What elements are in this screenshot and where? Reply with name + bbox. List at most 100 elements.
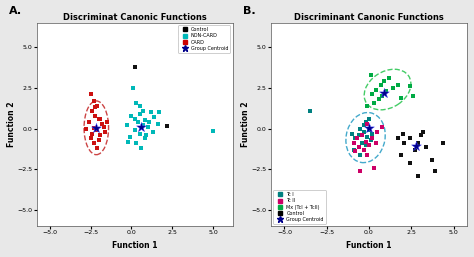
Point — [133, 100, 140, 105]
Point — [89, 131, 96, 135]
Point — [379, 94, 386, 98]
Point — [364, 104, 371, 108]
Point — [210, 129, 217, 133]
Point — [372, 141, 380, 145]
Point — [90, 126, 98, 130]
Point — [365, 128, 373, 132]
Point — [419, 130, 427, 134]
Point — [406, 136, 413, 141]
Point — [97, 117, 104, 121]
Point — [380, 91, 388, 95]
Point — [406, 84, 413, 88]
Point — [357, 153, 365, 157]
Point — [306, 109, 313, 113]
Point — [414, 141, 422, 145]
Point — [131, 65, 138, 69]
Point — [374, 130, 381, 134]
Point — [394, 136, 401, 141]
Y-axis label: Function 2: Function 2 — [241, 102, 250, 147]
Point — [131, 117, 138, 121]
X-axis label: Function 1: Function 1 — [346, 241, 392, 250]
Point — [411, 148, 419, 152]
Y-axis label: Function 2: Function 2 — [7, 102, 16, 147]
Point — [147, 110, 155, 114]
Point — [144, 125, 152, 129]
Point — [364, 122, 371, 126]
Point — [93, 128, 101, 132]
Point — [370, 166, 378, 170]
Point — [401, 141, 408, 145]
Point — [369, 92, 376, 96]
Point — [358, 141, 366, 145]
Point — [399, 131, 407, 135]
Point — [380, 79, 388, 84]
X-axis label: Function 1: Function 1 — [112, 241, 157, 250]
Point — [164, 124, 171, 128]
Point — [93, 104, 101, 108]
Point — [155, 110, 163, 114]
Point — [137, 146, 145, 150]
Point — [154, 122, 162, 126]
Point — [428, 158, 435, 162]
Point — [97, 133, 104, 137]
Point — [355, 133, 363, 137]
Point — [98, 122, 106, 126]
Point — [367, 73, 374, 77]
Point — [369, 136, 376, 141]
Point — [128, 114, 135, 118]
Point — [360, 123, 368, 127]
Point — [397, 96, 405, 100]
Point — [136, 112, 144, 116]
Point — [370, 100, 378, 105]
Point — [357, 126, 365, 131]
Point — [90, 141, 98, 145]
Point — [348, 131, 356, 135]
Point — [369, 131, 376, 135]
Point — [126, 135, 134, 139]
Point — [82, 127, 90, 132]
Point — [131, 128, 138, 132]
Point — [409, 94, 417, 98]
Point — [123, 123, 130, 127]
Point — [360, 130, 368, 134]
Point — [352, 136, 359, 141]
Point — [365, 143, 373, 147]
Point — [385, 76, 393, 80]
Point — [95, 138, 102, 142]
Point — [149, 130, 156, 134]
Point — [365, 117, 373, 121]
Point — [137, 125, 145, 129]
Text: A.: A. — [9, 6, 22, 16]
Point — [141, 118, 148, 123]
Point — [124, 140, 132, 144]
Point — [350, 148, 357, 152]
Point — [360, 148, 368, 152]
Point — [412, 144, 420, 148]
Title: Discriminant Canonic Functions: Discriminant Canonic Functions — [294, 13, 444, 22]
Point — [139, 109, 146, 113]
Point — [439, 141, 447, 145]
Point — [418, 133, 425, 137]
Point — [93, 146, 101, 150]
Point — [352, 149, 359, 153]
Point — [141, 136, 148, 141]
Point — [85, 120, 93, 124]
Point — [91, 114, 99, 118]
Point — [134, 120, 142, 124]
Point — [365, 126, 373, 130]
Point — [375, 97, 383, 101]
Point — [355, 144, 363, 149]
Point — [87, 136, 94, 141]
Point — [353, 136, 361, 141]
Point — [364, 153, 371, 157]
Point — [133, 141, 140, 145]
Point — [406, 161, 413, 165]
Point — [91, 105, 99, 109]
Point — [362, 120, 369, 124]
Legend: Control, NON-CARD, CARD, Group Centroid: Control, NON-CARD, CARD, Group Centroid — [178, 25, 230, 53]
Point — [90, 99, 98, 103]
Point — [431, 169, 439, 173]
Point — [95, 117, 102, 121]
Point — [379, 125, 386, 129]
Point — [414, 174, 422, 178]
